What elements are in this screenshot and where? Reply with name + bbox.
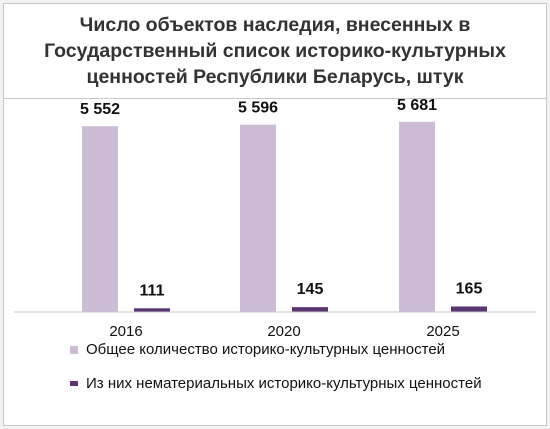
data-label-intangible-2020: 145 [297,281,324,298]
chart-frame: Число объектов наследия, внесенных в Гос… [3,3,547,426]
legend-label-total: Общее количество историко-культурных цен… [86,341,446,358]
bar-intangible-2025 [451,306,487,312]
legend-item-total: Общее количество историко-культурных цен… [70,341,540,358]
data-label-intangible-2016: 111 [140,282,165,299]
bars-layer [82,121,487,313]
x-tick-label-2025: 2025 [426,323,459,340]
x-tick-label-2016: 2016 [109,323,142,340]
data-label-total-2020: 5 596 [238,100,278,117]
data-label-intangible-2025: 165 [456,280,483,297]
chart-title: Число объектов наследия, внесенных в Гос… [44,14,506,88]
x-tick-label-2020: 2020 [267,323,300,340]
legend-swatch-total [70,345,78,354]
legend-item-intangible: Из них нематериальных историко-культурны… [70,375,540,392]
legend-label-intangible: Из них нематериальных историко-культурны… [86,375,482,392]
data-label-total-2016: 5 552 [80,101,120,118]
bar-total-2016 [82,126,118,313]
bar-total-2025 [399,121,435,312]
title-band: Число объектов наследия, внесенных в Гос… [4,4,546,99]
bar-intangible-2020 [292,307,328,312]
bar-intangible-2016 [134,308,170,312]
bar-chart: 5 552 111 2016 5 596 145 2020 5 681 165 2025 [14,97,536,340]
labels-layer: 5 552 111 2016 5 596 145 2020 5 681 165 2025 [80,97,482,340]
legend-swatch-intangible [70,381,78,386]
data-label-total-2025: 5 681 [397,97,437,114]
bar-total-2020 [240,124,276,312]
